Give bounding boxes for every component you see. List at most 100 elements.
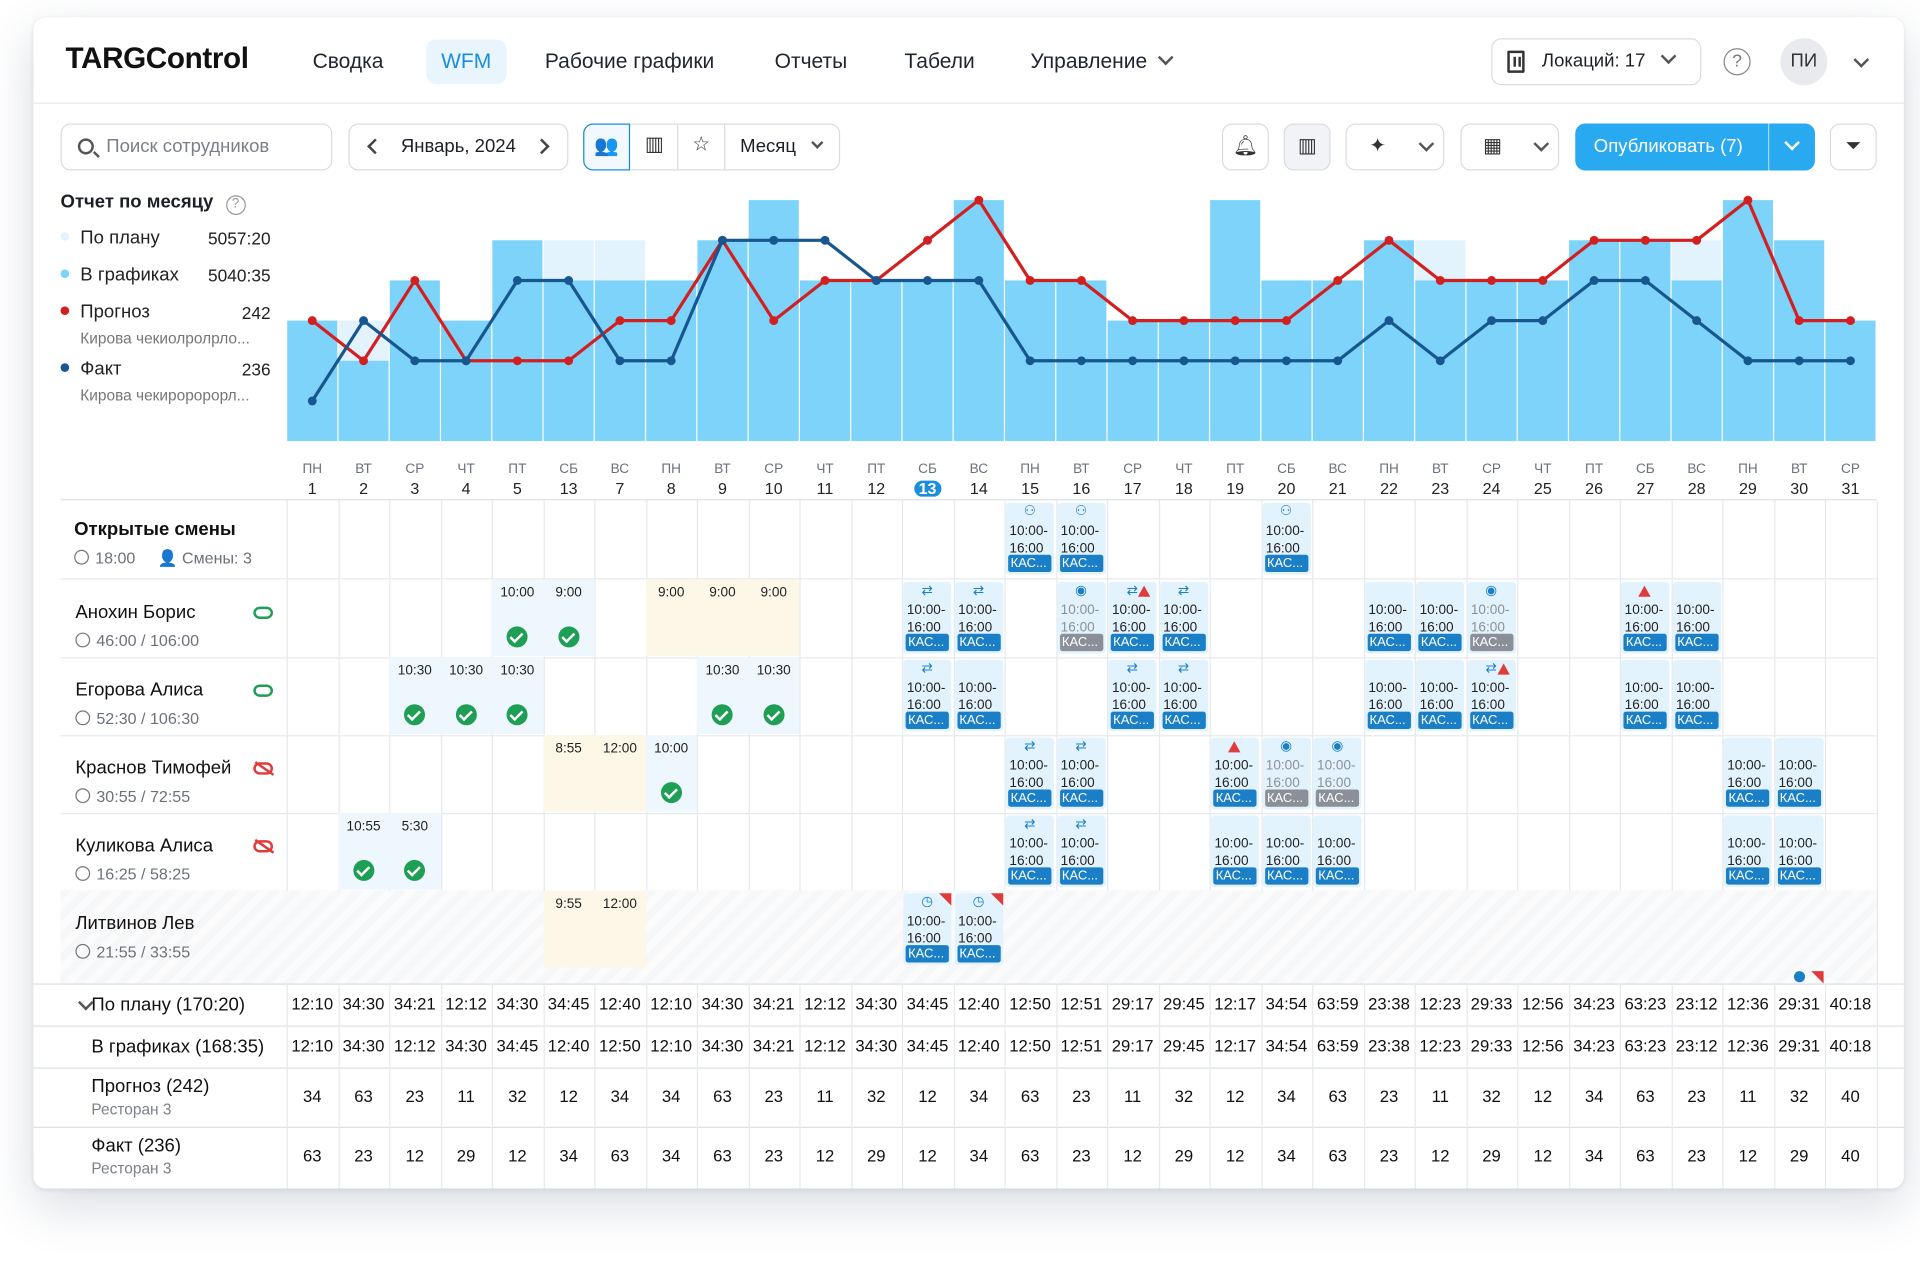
availability-cell[interactable]: 10:30 — [696, 657, 749, 734]
availability-cell[interactable]: 5:30 — [389, 812, 441, 890]
period-selector[interactable]: Январь, 2024 — [348, 123, 569, 171]
nav-wfm[interactable]: WFM — [426, 39, 507, 85]
day-header[interactable]: СР 17 — [1107, 462, 1158, 497]
shift-card[interactable]: ◷ 10:00- 16:00 КАС... — [954, 893, 1003, 965]
availability-cell[interactable]: 8:55 — [543, 735, 595, 812]
day-header[interactable]: СБ 13 — [543, 462, 594, 497]
availability-cell[interactable]: 10:00 — [491, 579, 544, 657]
shift-card[interactable]: 10:00- 16:00 КАС... — [1210, 815, 1259, 888]
day-header[interactable]: ПН 22 — [1363, 462, 1414, 497]
shift-card[interactable]: ◉ 10:00- 16:00 КАС... — [1262, 737, 1311, 810]
user-avatar[interactable]: ПИ — [1780, 38, 1828, 86]
day-header[interactable]: ЧТ 4 — [440, 462, 491, 497]
shift-card[interactable]: 10:00- 16:00 КАС... — [1723, 815, 1772, 888]
availability-cell[interactable]: 10:30 — [748, 657, 800, 734]
day-header[interactable]: СБ 20 — [1261, 462, 1312, 497]
day-header[interactable]: ПН 1 — [287, 462, 338, 497]
shift-card[interactable]: ⚇ 10:00- 16:00 КАС... — [1005, 502, 1054, 575]
availability-cell[interactable]: 10:00 — [645, 735, 697, 812]
search-input[interactable]: Поиск сотрудников — [60, 123, 333, 171]
day-header[interactable]: ПТ 12 — [851, 462, 902, 497]
employee-name[interactable]: Литвинов Лев — [75, 913, 195, 935]
shift-card[interactable]: ⇄ 10:00- 16:00 КАС... — [1159, 581, 1208, 654]
shift-card[interactable]: 10:00- 16:00 КАС... — [1364, 659, 1413, 732]
notifications-button[interactable]: 🔔︎ — [1221, 123, 1269, 171]
employee-name[interactable]: Куликова Алиса — [75, 835, 214, 857]
availability-cell[interactable]: 12:00 — [594, 735, 646, 812]
day-header[interactable]: ВТ 16 — [1056, 462, 1107, 497]
shift-card[interactable]: ⇄ 10:00- 16:00 КАС... — [1159, 659, 1208, 732]
availability-cell[interactable]: 10:30 — [491, 657, 544, 734]
eye-icon[interactable] — [253, 684, 274, 697]
shift-card[interactable]: 10:00- 16:00 КАС... — [1415, 581, 1465, 654]
plan-totals-label[interactable]: По плану (170:20) — [91, 994, 246, 1016]
shift-card[interactable]: ◉ 10:00- 16:00 КАС... — [1467, 581, 1516, 654]
day-header[interactable]: ВТ 23 — [1415, 462, 1466, 497]
shift-card[interactable]: 10:00- 16:00 КАС... — [1210, 737, 1259, 810]
day-header[interactable]: СБ 27 — [1620, 462, 1671, 497]
day-header[interactable]: СР 31 — [1825, 462, 1876, 497]
availability-cell[interactable]: 10:55 — [337, 812, 390, 890]
day-header[interactable]: СБ 13 — [902, 462, 953, 497]
eye-icon[interactable] — [253, 606, 274, 619]
shift-card[interactable]: ⇄ 10:00- 16:00 КАС... — [903, 659, 952, 732]
nav-management[interactable]: Управление — [1016, 40, 1186, 84]
shift-card[interactable]: ◉ 10:00- 16:00 КАС... — [1313, 737, 1362, 810]
day-header[interactable]: ВС 14 — [953, 462, 1004, 497]
day-header[interactable]: ПН 15 — [1004, 462, 1055, 497]
shift-card[interactable]: 10:00- 16:00 КАС... — [1364, 581, 1413, 654]
shift-card[interactable]: ◷ 10:00- 16:00 КАС... — [903, 893, 952, 965]
positions-view-button[interactable]: ☆ — [678, 123, 726, 171]
day-header[interactable]: ВС 28 — [1671, 462, 1722, 497]
publish-button[interactable]: Опубликовать (7) — [1575, 123, 1815, 171]
day-header[interactable]: ПТ 26 — [1568, 462, 1619, 497]
day-header[interactable]: СР 24 — [1466, 462, 1517, 497]
nav-timesheets[interactable]: Табели — [904, 49, 975, 73]
shift-card[interactable]: ⇄ 10:00- 16:00 КАС... — [1467, 659, 1516, 732]
day-header[interactable]: ВС 21 — [1312, 462, 1363, 497]
day-header[interactable]: СР 10 — [748, 462, 799, 497]
shift-card[interactable]: 10:00- 16:00 КАС... — [1620, 659, 1670, 732]
availability-cell[interactable]: 9:00 — [748, 579, 800, 657]
filter-button[interactable]: ⏷ — [1829, 123, 1877, 171]
shift-card[interactable]: 10:00- 16:00 КАС... — [954, 659, 1003, 732]
day-header[interactable]: ЧТ 18 — [1158, 462, 1209, 497]
eye-off-icon[interactable] — [253, 762, 274, 775]
employees-view-button[interactable]: 👥 — [583, 123, 631, 171]
shift-card[interactable]: ⇄ 10:00- 16:00 КАС... — [954, 581, 1003, 654]
day-header[interactable]: ВТ 2 — [338, 462, 389, 497]
shift-card[interactable]: ◉ 10:00- 16:00 КАС... — [1056, 581, 1106, 654]
shift-card[interactable]: 10:00- 16:00 КАС... — [1774, 737, 1823, 810]
employee-name[interactable]: Егорова Алиса — [75, 679, 204, 701]
nav-reports[interactable]: Отчеты — [774, 49, 848, 73]
shift-card[interactable]: ⇄ 10:00- 16:00 КАС... — [1005, 737, 1054, 810]
availability-cell[interactable]: 10:30 — [440, 657, 492, 734]
shift-card[interactable]: ⇄ 10:00- 16:00 КАС... — [1005, 815, 1054, 888]
calendar-dropdown[interactable]: ▦ — [1460, 123, 1560, 171]
nav-schedules[interactable]: Рабочие графики — [544, 49, 715, 73]
availability-cell[interactable]: 9:00 — [696, 579, 749, 657]
day-header[interactable]: ПН 8 — [646, 462, 697, 497]
shift-card[interactable]: 10:00- 16:00 КАС... — [1262, 815, 1311, 888]
shift-card[interactable]: 10:00- 16:00 КАС... — [1313, 815, 1362, 888]
shift-card[interactable]: 10:00- 16:00 КАС... — [1723, 737, 1772, 810]
availability-cell[interactable]: 9:00 — [645, 579, 697, 657]
chart-toggle-button[interactable]: ▥ — [1283, 123, 1331, 171]
day-header[interactable]: ВС 7 — [594, 462, 645, 497]
availability-cell[interactable]: 10:30 — [389, 657, 441, 734]
availability-cell[interactable]: 9:55 — [543, 890, 595, 968]
day-header[interactable]: ВТ 9 — [697, 462, 748, 497]
day-header[interactable]: ВТ 30 — [1774, 462, 1825, 497]
shift-card[interactable]: ⇄ 10:00- 16:00 КАС... — [1056, 815, 1106, 888]
day-header[interactable]: ПН 29 — [1722, 462, 1773, 497]
locations-dropdown[interactable]: Локаций: 17 — [1491, 38, 1702, 86]
day-header[interactable]: ПТ 19 — [1210, 462, 1261, 497]
auto-schedule-dropdown[interactable]: ✦ — [1345, 123, 1445, 171]
view-mode-dropdown[interactable]: Месяц — [740, 125, 824, 169]
shift-card[interactable]: ⇄ 10:00- 16:00 КАС... — [1108, 581, 1157, 654]
help-icon[interactable]: ? — [1723, 48, 1751, 76]
shift-card[interactable]: ⇄ 10:00- 16:00 КАС... — [903, 581, 952, 654]
shift-card[interactable]: ⚇ 10:00- 16:00 КАС... — [1262, 502, 1311, 575]
shift-card[interactable]: 10:00- 16:00 КАС... — [1620, 581, 1670, 654]
eye-off-icon[interactable] — [253, 840, 274, 853]
